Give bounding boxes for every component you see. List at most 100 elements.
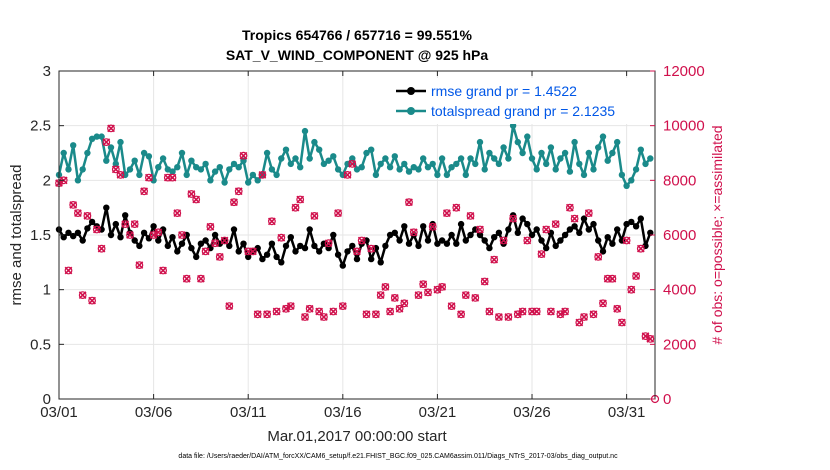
series-1-point-115 bbox=[599, 133, 607, 140]
series-0-point-95 bbox=[505, 226, 512, 233]
obs-possible-point-41 bbox=[248, 247, 257, 256]
legend-spread-label: totalspread grand pr = 2.1235 bbox=[431, 103, 615, 119]
series-1-point-119 bbox=[618, 171, 626, 179]
series-0-point-125 bbox=[647, 229, 654, 236]
series-0-point-21 bbox=[155, 237, 162, 244]
obs-assimilated-point-65 bbox=[362, 310, 371, 319]
obs-assimilated-point-81 bbox=[438, 283, 447, 291]
series-0-point-122 bbox=[632, 223, 640, 230]
series-1-point-74 bbox=[405, 168, 413, 175]
obs-possible-point-86 bbox=[461, 291, 470, 300]
series-0-point-100 bbox=[528, 231, 536, 239]
obs-assimilated-point-79 bbox=[428, 222, 437, 231]
series-0-point-38 bbox=[235, 248, 242, 255]
obs-possible-point-113 bbox=[589, 310, 598, 319]
series-0-point-71 bbox=[391, 229, 398, 236]
obs-possible-point-30 bbox=[196, 274, 205, 283]
series-1-point-16 bbox=[131, 157, 138, 164]
obs-possible-point-14 bbox=[121, 220, 130, 229]
obs-possible-point-93 bbox=[495, 313, 503, 321]
obs-assimilated-point-29 bbox=[192, 195, 201, 204]
series-1-point-114 bbox=[595, 144, 602, 151]
series-1-point-91 bbox=[486, 149, 493, 157]
obs-possible-point-85 bbox=[457, 310, 466, 319]
obs-assimilated-point-103 bbox=[542, 225, 551, 234]
x-tick-label-0: 03/01 bbox=[40, 404, 78, 421]
series-0-point-83 bbox=[448, 231, 455, 239]
obs-possible-point-26 bbox=[178, 231, 186, 239]
obs-possible-point-10 bbox=[102, 138, 111, 147]
series-1-point-118 bbox=[614, 138, 621, 146]
obs-assimilated-point-84 bbox=[452, 203, 461, 212]
y-left-tick-label-5: 2.5 bbox=[30, 118, 51, 135]
series-0-point-115 bbox=[599, 248, 607, 255]
series-0-point-48 bbox=[282, 242, 290, 250]
obs-assimilated-point-62 bbox=[348, 160, 357, 168]
obs-possible-point-116 bbox=[603, 274, 612, 283]
series-0-point-59 bbox=[334, 251, 342, 258]
series-1-point-13 bbox=[117, 138, 124, 146]
obs-possible-point-100 bbox=[528, 307, 536, 316]
series-0-point-54 bbox=[311, 242, 318, 250]
obs-assimilated-point-27 bbox=[182, 274, 191, 283]
series-0-point-76 bbox=[415, 242, 422, 250]
obs-assimilated-point-48 bbox=[282, 304, 290, 313]
series-1-point-124 bbox=[642, 160, 649, 168]
series-1-point-117 bbox=[609, 149, 616, 157]
obs-possible-point-36 bbox=[225, 302, 234, 311]
series-1-point-109 bbox=[571, 138, 578, 146]
obs-possible-point-87 bbox=[466, 211, 475, 220]
obs-assimilated-point-24 bbox=[168, 173, 177, 182]
obs-possible-point-76 bbox=[414, 291, 423, 300]
obs-assimilated-point-95 bbox=[504, 313, 513, 321]
series-1-point-21 bbox=[155, 164, 162, 171]
series-1-point-32 bbox=[207, 177, 214, 184]
series-1-point-125 bbox=[647, 155, 654, 162]
series-0-point-90 bbox=[481, 237, 488, 244]
series-1-point-107 bbox=[561, 149, 569, 157]
obs-possible-point-21 bbox=[154, 228, 163, 237]
obs-assimilated-point-39 bbox=[239, 151, 248, 160]
obs-possible-point-42 bbox=[253, 310, 262, 319]
obs-assimilated-point-42 bbox=[253, 310, 262, 319]
obs-assimilated-point-105 bbox=[551, 220, 560, 228]
obs-possible-point-65 bbox=[362, 310, 371, 319]
series-1-point-30 bbox=[197, 166, 205, 173]
series-1-point-99 bbox=[524, 133, 531, 140]
series-0-point-20 bbox=[150, 223, 157, 230]
obs-possible-point-77 bbox=[419, 280, 428, 289]
obs-possible-point-102 bbox=[537, 250, 546, 259]
series-0-point-117 bbox=[609, 240, 616, 247]
obs-possible-point-51 bbox=[296, 195, 305, 204]
series-0-point-87 bbox=[467, 231, 474, 239]
series-1-point-59 bbox=[334, 166, 342, 173]
series-0-point-102 bbox=[538, 237, 545, 244]
series-0-point-47 bbox=[278, 259, 285, 266]
series-0-point-28 bbox=[188, 244, 195, 252]
obs-possible-point-55 bbox=[315, 307, 324, 316]
obs-possible-point-53 bbox=[305, 304, 314, 313]
obs-assimilated-point-49 bbox=[286, 302, 295, 310]
series-1-point-18 bbox=[140, 149, 148, 157]
series-0-point-82 bbox=[443, 240, 451, 247]
series-0-point-98 bbox=[519, 215, 526, 222]
obs-possible-point-66 bbox=[367, 244, 376, 253]
obs-assimilated-point-113 bbox=[589, 310, 598, 319]
series-1-point-34 bbox=[216, 164, 223, 171]
obs-possible-point-60 bbox=[338, 302, 347, 311]
series-0-point-2 bbox=[65, 229, 72, 236]
series-1-point-37 bbox=[230, 160, 238, 168]
series-0-point-118 bbox=[614, 226, 621, 233]
obs-assimilated-point-16 bbox=[130, 220, 139, 228]
obs-possible-point-49 bbox=[286, 302, 295, 311]
obs-assimilated-point-64 bbox=[357, 236, 366, 245]
series-1-point-8 bbox=[93, 133, 101, 140]
obs-possible-point-3 bbox=[69, 200, 78, 209]
y-right-tick-label-4: 8000 bbox=[663, 172, 696, 189]
obs-possible-point-56 bbox=[320, 313, 328, 321]
obs-possible-point-13 bbox=[116, 170, 125, 179]
obs-assimilated-point-118 bbox=[613, 304, 622, 313]
obs-possible-point-17 bbox=[135, 261, 144, 270]
obs-assimilated-point-19 bbox=[145, 173, 153, 182]
series-1-point-68 bbox=[377, 160, 384, 168]
